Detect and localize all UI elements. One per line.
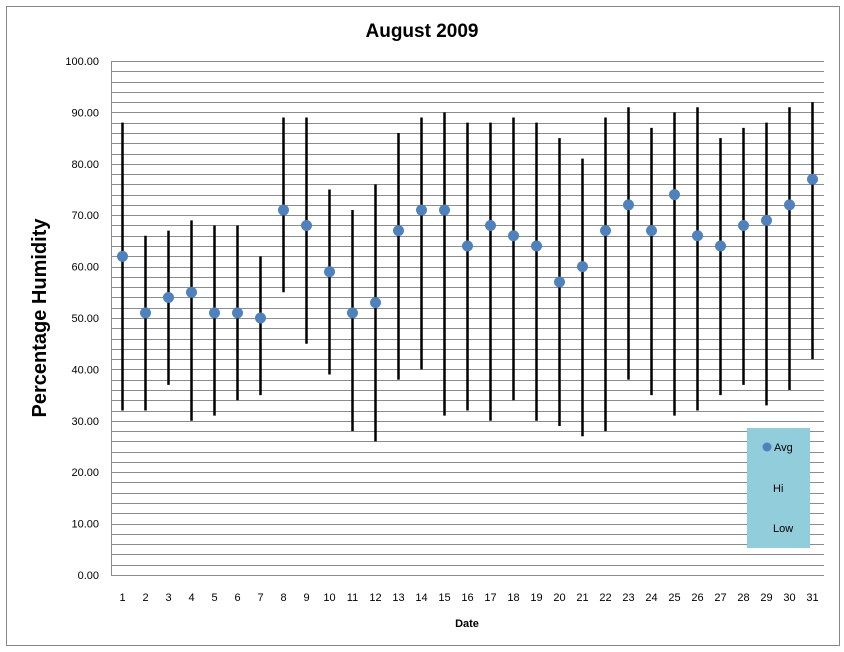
legend-box (747, 428, 810, 548)
hi-low-lines (121, 102, 814, 442)
avg-point (209, 307, 220, 319)
avg-point (186, 286, 197, 298)
legend-entry-low: Low (773, 523, 793, 535)
x-tick-label: 31 (806, 592, 818, 604)
x-tick-label: 17 (484, 592, 496, 604)
x-tick-label: 15 (438, 592, 450, 604)
x-tick-label: 8 (280, 592, 286, 604)
legend-avg-marker (762, 442, 772, 452)
x-tick-label: 6 (234, 592, 240, 604)
x-tick-label: 2 (142, 592, 148, 604)
x-tick-label: 19 (530, 592, 542, 604)
avg-point (324, 266, 335, 278)
x-tick-label: 26 (691, 592, 703, 604)
avg-point (738, 219, 749, 231)
x-tick-label: 23 (622, 592, 634, 604)
avg-point (577, 261, 588, 273)
avg-point (232, 307, 243, 319)
avg-point (761, 214, 772, 226)
avg-point (416, 204, 427, 216)
avg-series (117, 173, 818, 324)
avg-point (347, 307, 358, 319)
y-tick-label: 70.00 (71, 210, 99, 222)
chart-title: August 2009 (366, 21, 479, 42)
x-tick-label: 9 (303, 592, 309, 604)
x-axis-tick-labels: 1 2 3 4 5 6 7 8 9 10 11 12 13 14 15 16 17 18 19 20 21 22 23 24 2… (119, 592, 818, 604)
y-axis-tick-labels: 0.00 10.00 20.00 30.00 40.00 50.00 60.00 70.00 8… (65, 56, 99, 582)
x-tick-label: 29 (760, 592, 772, 604)
x-tick-label: 4 (188, 592, 194, 604)
x-tick-label: 30 (783, 592, 795, 604)
avg-point (485, 219, 496, 231)
x-tick-label: 12 (369, 592, 381, 604)
x-tick-label: 14 (415, 592, 427, 604)
y-tick-label: 0.00 (78, 570, 99, 582)
y-tick-label: 60.00 (71, 262, 99, 274)
x-tick-label: 7 (257, 592, 263, 604)
x-tick-label: 18 (507, 592, 519, 604)
avg-point (646, 225, 657, 237)
avg-point (370, 297, 381, 309)
avg-point (439, 204, 450, 216)
x-axis-title: Date (455, 618, 479, 630)
avg-point (301, 219, 312, 231)
avg-point (669, 189, 680, 201)
legend: Avg Hi Low (747, 428, 810, 548)
legend-entry-hi: Hi (773, 483, 783, 495)
avg-point (462, 240, 473, 252)
avg-point (508, 230, 519, 242)
avg-point (393, 225, 404, 237)
y-tick-label: 40.00 (71, 364, 99, 376)
avg-point (600, 225, 611, 237)
avg-point (554, 276, 565, 288)
avg-point (692, 230, 703, 242)
y-tick-label: 100.00 (65, 56, 99, 68)
y-tick-label: 80.00 (71, 159, 99, 171)
x-tick-label: 1 (119, 592, 125, 604)
avg-point (807, 173, 818, 185)
y-axis-title: Percentage Humidity (29, 218, 51, 418)
x-tick-label: 20 (553, 592, 565, 604)
avg-point (784, 199, 795, 211)
x-tick-label: 24 (645, 592, 657, 604)
x-tick-label: 22 (599, 592, 611, 604)
avg-point (715, 240, 726, 252)
y-tick-label: 30.00 (71, 416, 99, 428)
x-tick-label: 21 (576, 592, 588, 604)
avg-point (255, 312, 266, 324)
avg-point (623, 199, 634, 211)
y-tick-label: 90.00 (71, 107, 99, 119)
x-tick-label: 3 (165, 592, 171, 604)
x-tick-label: 10 (323, 592, 335, 604)
x-tick-label: 16 (461, 592, 473, 604)
x-tick-label: 13 (392, 592, 404, 604)
x-tick-label: 27 (714, 592, 726, 604)
x-tick-label: 5 (211, 592, 217, 604)
x-tick-label: 11 (347, 592, 358, 604)
y-tick-label: 50.00 (71, 313, 99, 325)
x-tick-label: 25 (668, 592, 680, 604)
legend-entry-avg: Avg (774, 442, 793, 454)
y-tick-label: 10.00 (71, 519, 99, 531)
avg-point (163, 291, 174, 303)
y-tick-label: 20.00 (71, 467, 99, 479)
avg-point (140, 307, 151, 319)
avg-point (278, 204, 289, 216)
avg-point (531, 240, 542, 252)
x-tick-label: 28 (737, 592, 749, 604)
avg-point (117, 250, 128, 262)
